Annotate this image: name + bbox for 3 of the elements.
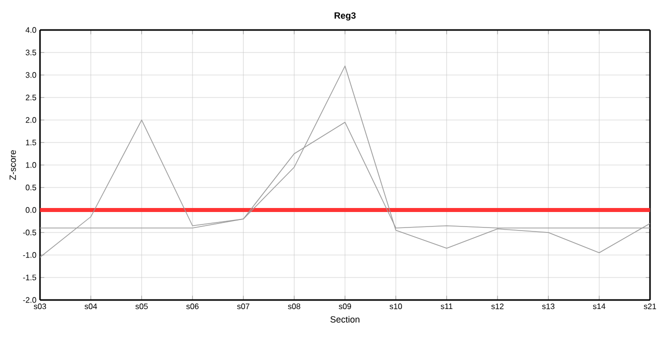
x-axis-title: Section	[330, 316, 360, 323]
y-axis-title: Z-score	[10, 150, 16, 180]
chart-title: Reg3	[334, 12, 356, 21]
